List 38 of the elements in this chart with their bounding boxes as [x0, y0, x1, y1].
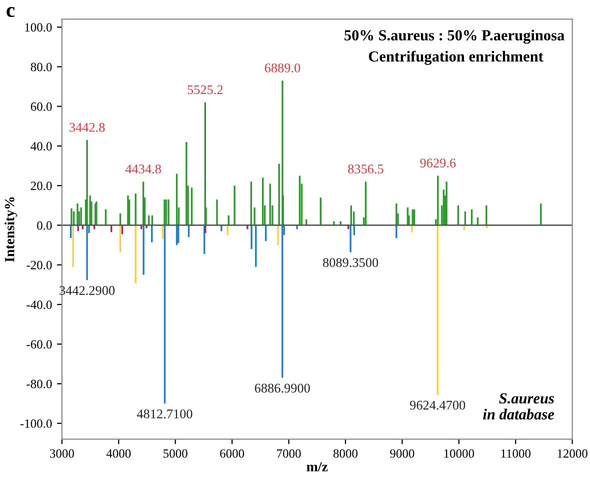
text: Centrifugation enrichment: [368, 50, 544, 65]
annotation: 9624.4700: [410, 400, 466, 410]
y-tick-label: -100.0: [20, 419, 52, 428]
annotation: 8356.5: [348, 164, 384, 174]
annotation: 3442.2900: [60, 286, 115, 296]
y-tick-label: -80.0: [26, 380, 52, 388]
annotation: 6889.0: [264, 63, 300, 72]
y-tick-label: -20.0: [26, 260, 52, 270]
y-tick-label: 20.0: [30, 182, 52, 190]
x-tick-label: 11000: [501, 449, 531, 458]
y-tick-label: 60.0: [30, 102, 52, 111]
annotation: 4812.7100: [136, 409, 192, 418]
x-tick-label: 9000: [390, 449, 414, 458]
annotation: S.aureus in database: [483, 393, 554, 420]
annotation: 6886.9900: [254, 384, 310, 393]
x-tick-label: 6000: [220, 449, 244, 458]
y-tick-label: 100.0: [25, 23, 52, 32]
x-tick-label: 10000: [444, 449, 474, 458]
x-tick-label: 5000: [164, 449, 188, 458]
annotation: 9629.6: [420, 158, 456, 168]
annotation: 8089.3500: [323, 258, 378, 268]
y-tick-label: 0.0: [37, 221, 52, 230]
x-tick-label: 8000: [333, 449, 358, 458]
annotation: 5525.2: [188, 85, 223, 94]
text: 50% S.aureus : 50% P.aeruginosa: [344, 30, 564, 44]
y-tick-label: 40.0: [30, 142, 52, 151]
x-tick-label: 12000: [558, 449, 588, 458]
annotation: 4434.8: [125, 164, 161, 174]
text: c: [6, 7, 15, 18]
y-axis-title: Intensity%: [4, 197, 18, 262]
x-tick-label: 3000: [50, 449, 74, 458]
x-axis-title: m/z: [306, 462, 328, 472]
annotation: 3442.8: [70, 122, 105, 132]
y-tick-label: -40.0: [26, 300, 52, 309]
y-tick-label: 80.0: [30, 62, 52, 72]
x-tick-label: 4000: [106, 449, 131, 458]
x-tick-label: 7000: [277, 449, 301, 458]
y-tick-label: -60.0: [26, 340, 52, 349]
